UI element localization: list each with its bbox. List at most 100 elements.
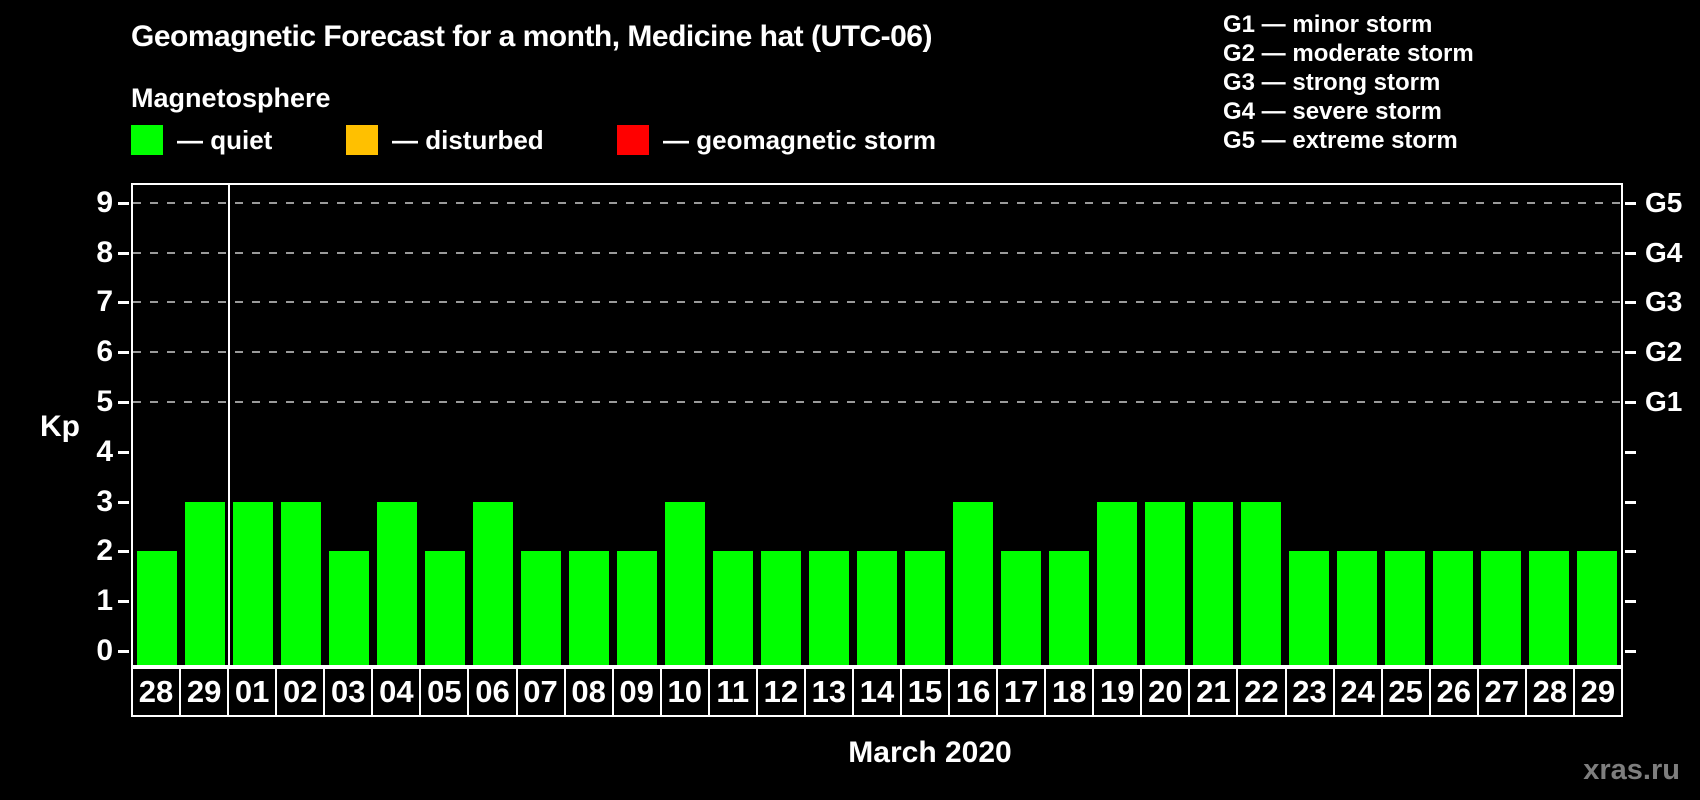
watermark: xras.ru [1583,754,1680,786]
kp-bar [617,551,657,665]
kp-bar [521,551,561,665]
y-axis-tick [1625,500,1636,504]
x-axis-day-row: 28 29 01 02 03 04 05 06 07 08 09 10 11 12 13 14 15 16 17 18… [131,667,1623,717]
y-axis-title: Kp [40,410,80,443]
x-axis-day-cell: 03 [323,667,374,717]
x-axis-day-cell: 15 [900,667,951,717]
g-axis-label: G1 [1645,386,1683,417]
g-axis-label: G2 [1645,336,1683,368]
y-axis-tick [118,500,129,504]
x-axis-day-cell: 07 [515,667,566,717]
x-axis-day-cell: 20 [1140,667,1191,717]
y-axis-tick [118,550,129,554]
x-axis-day-cell: 28 [1524,667,1575,717]
chart-title: Geomagnetic Forecast for a month, Medici… [131,20,932,53]
x-axis-day-cell: 19 [1092,667,1143,717]
y-axis-label: 8 [96,235,113,269]
y-axis-tick [118,251,129,255]
kp-bar [1241,501,1281,665]
month-separator-line [228,185,230,665]
g1-legend-line: G1 — minor storm [1223,11,1433,38]
y-axis-tick [1625,201,1636,205]
x-axis-day-cell: 23 [1284,667,1335,717]
kp-bar [761,551,801,665]
legend-item-quiet: — quiet [131,124,272,156]
x-axis-day-cell: 27 [1476,667,1527,717]
plot-area: 0 1 2 3 4 5 6 7 8 9 G1 G2 G3 G4 G5 [96,183,1682,667]
g2-legend-line: G2 — moderate storm [1223,40,1474,67]
kp-bar [425,551,465,665]
g-axis-label: G5 [1645,186,1683,218]
x-axis-day-cell: 18 [1044,667,1095,717]
kp-bar [473,501,513,665]
legend-item-storm: — geomagnetic storm [617,124,936,156]
x-axis-day-cell: 02 [275,667,326,717]
y-axis-tick [1625,450,1636,454]
x-axis-day-cell: 26 [1428,667,1479,717]
kp-bar [1145,501,1185,665]
y-axis-tick [1625,351,1636,355]
kp-bar [1337,551,1377,665]
g4-legend-line: G4 — severe storm [1223,98,1442,125]
storm-color-swatch [617,125,649,155]
x-axis-day-cell: 09 [611,667,662,717]
y-axis-label: 5 [96,385,113,418]
kp-bar [377,501,417,665]
kp-bar [1385,551,1425,665]
kp-bar [953,501,993,665]
y-axis-tick [1625,251,1636,255]
y-axis-tick [118,450,129,454]
g-axis-label: G4 [1645,236,1683,268]
y-axis-label: 2 [96,534,113,568]
kp-bar [1097,501,1137,665]
x-axis-day-cell: 16 [948,667,999,717]
kp-bar [905,551,945,665]
y-axis-tick [1625,650,1636,653]
kp-bar [809,551,849,665]
y-axis-tick [1625,401,1636,404]
x-axis-day-cell: 24 [1332,667,1383,717]
kp-bar [569,551,609,665]
x-axis-day-cell: 13 [803,667,854,717]
x-axis-day-cell: 28 [131,667,182,717]
disturbed-color-swatch [346,125,378,155]
y-axis-tick [1625,600,1636,604]
y-axis-tick [118,401,129,404]
y-axis-label: 6 [96,335,113,369]
kp-bar [1577,551,1617,665]
kp-bar [1193,501,1233,665]
legend-label-disturbed: — disturbed [392,124,544,155]
kp-bar [857,551,897,665]
y-axis-tick [118,201,129,205]
g-scale-legend: G1 — minor storm G2 — moderate storm G3 … [1223,10,1474,155]
x-axis-day-cell: 25 [1380,667,1431,717]
y-axis-tick [118,301,129,305]
y-axis-tick [118,351,129,355]
quiet-color-swatch [131,125,163,155]
kp-bar [1481,551,1521,665]
x-axis-day-cell: 29 [179,667,230,717]
kp-bar [713,551,753,665]
kp-bar [1001,551,1041,665]
x-axis-day-cell: 10 [659,667,710,717]
kp-bar [1433,551,1473,665]
y-axis-tick [118,600,129,604]
legend-item-disturbed: — disturbed [346,124,544,156]
kp-bar [137,551,177,665]
x-axis-day-cell: 17 [996,667,1047,717]
kp-bar [281,501,321,665]
y-axis-tick [118,650,129,653]
g-threshold-gridline [133,201,1621,204]
kp-bar [1289,551,1329,665]
x-axis-day-cell: 11 [707,667,758,717]
x-axis-day-cell: 04 [371,667,422,717]
g-threshold-gridline [133,401,1621,403]
x-axis-day-cell: 05 [419,667,470,717]
x-axis-day-cell: 29 [1572,667,1623,717]
x-axis-day-cell: 22 [1236,667,1287,717]
x-axis-day-cell: 08 [563,667,614,717]
kp-bar [1529,551,1569,665]
legend-label-storm: — geomagnetic storm [663,124,937,155]
y-axis-label: 0 [96,634,113,667]
